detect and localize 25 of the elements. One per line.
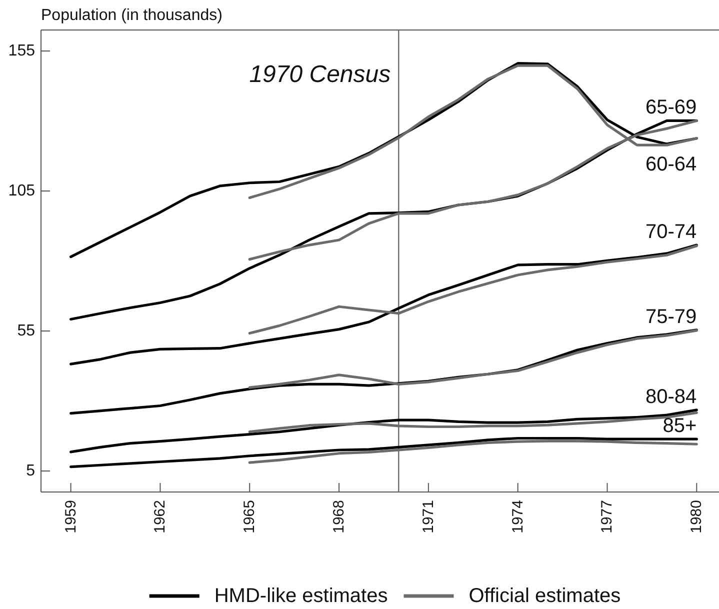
annotation: 70-74	[645, 221, 697, 244]
annotation: 80-84	[645, 386, 697, 408]
x-tick-label: 1959	[62, 500, 80, 534]
x-tick-label: 1968	[330, 500, 348, 534]
y-tick-label: 105	[8, 182, 36, 200]
annotation: 85+	[662, 415, 697, 438]
x-tick-label: 1962	[152, 500, 169, 534]
ref-line-label: 1970 Census	[249, 61, 391, 88]
y-axis-title: Population (in thousands)	[41, 7, 222, 24]
y-tick-label: 5	[26, 462, 36, 480]
annotation: 75-79	[645, 306, 697, 328]
x-tick-label: 1965	[241, 500, 258, 534]
annotation: 60-64	[645, 153, 697, 176]
x-tick-label: 1980	[688, 500, 706, 534]
legend-label: Official estimates	[468, 585, 621, 607]
x-tick-label: 1971	[420, 500, 437, 534]
annotation: 65-69	[645, 96, 697, 119]
line-series	[70, 244, 698, 366]
line-series	[70, 408, 698, 454]
x-tick-label: 1974	[509, 500, 526, 534]
legend-label: HMD-like estimates	[214, 585, 388, 607]
x-tick-label: 1977	[598, 500, 616, 534]
y-tick-label: 55	[17, 322, 36, 340]
line-series	[70, 436, 698, 468]
y-tick-label: 155	[8, 42, 36, 60]
